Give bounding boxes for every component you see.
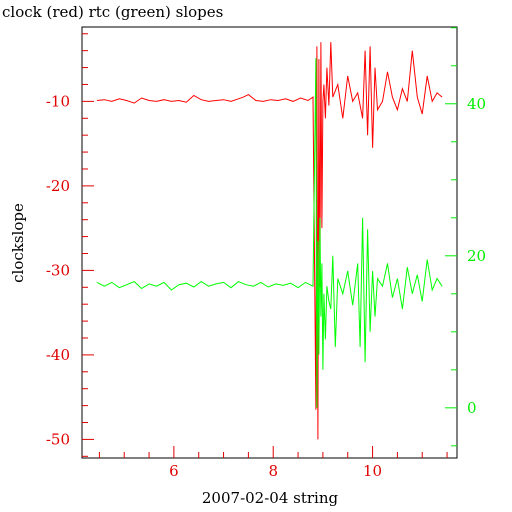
chart-title: clock (red) rtc (green) slopes xyxy=(2,3,223,21)
y2-tick-label: 20 xyxy=(467,247,486,265)
y2-tick-label: 40 xyxy=(467,95,486,113)
bottom-axis: 6 8 10 xyxy=(98,446,448,480)
x-tick-label: 6 xyxy=(169,462,179,480)
y-tick-label: -10 xyxy=(46,92,70,110)
series-line-clock xyxy=(96,42,443,440)
y2-tick-label: 0 xyxy=(467,399,477,417)
x-tick-label: 8 xyxy=(268,462,278,480)
y-axis-label: clockslope xyxy=(9,203,27,283)
series-layer xyxy=(96,42,443,440)
y-tick-label: -50 xyxy=(46,430,70,448)
y-tick-label: -40 xyxy=(46,346,70,364)
plot-frame xyxy=(81,26,458,459)
right-axis: 40 20 0 xyxy=(445,27,486,447)
series-line-rtc xyxy=(96,58,443,408)
y-tick-label: -20 xyxy=(46,177,70,195)
x-axis-label: 2007-02-04 string xyxy=(202,489,339,507)
x-tick-label: 10 xyxy=(363,462,382,480)
y-tick-label: -30 xyxy=(46,261,70,279)
left-axis: -10 -20 -30 -40 -50 xyxy=(46,33,94,457)
